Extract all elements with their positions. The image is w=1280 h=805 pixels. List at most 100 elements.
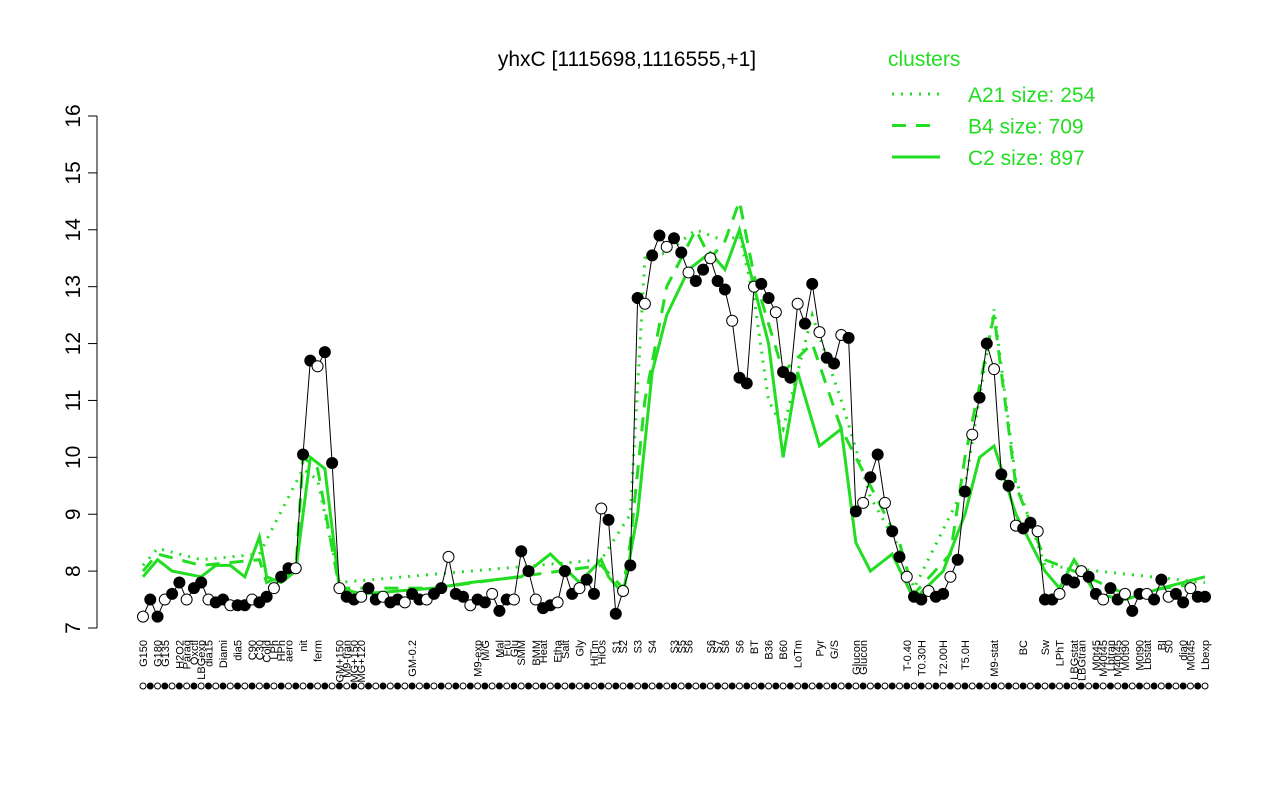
sample-marker bbox=[1186, 682, 1194, 690]
cluster-line bbox=[141, 195, 1206, 597]
sample-marker bbox=[343, 682, 351, 690]
sample-marker bbox=[1150, 682, 1158, 690]
sample-marker bbox=[932, 682, 940, 690]
data-point bbox=[849, 505, 862, 518]
data-point bbox=[362, 582, 375, 595]
sample-marker bbox=[401, 682, 409, 690]
data-point bbox=[966, 428, 979, 441]
sample-marker bbox=[619, 682, 627, 690]
x-tick-label: G150 bbox=[138, 640, 150, 667]
data-point bbox=[602, 513, 615, 526]
x-tick-label: S6 bbox=[684, 640, 696, 653]
data-point bbox=[1177, 596, 1190, 609]
data-point bbox=[857, 496, 870, 509]
sample-marker bbox=[197, 682, 205, 690]
x-tick-label: M0t45 bbox=[1091, 640, 1103, 671]
sample-marker bbox=[845, 682, 853, 690]
sample-marker bbox=[539, 682, 547, 690]
sample-marker bbox=[968, 682, 976, 690]
sample-marker bbox=[350, 682, 358, 690]
x-tick-label: M0t90 bbox=[1135, 640, 1147, 671]
sample-marker bbox=[641, 682, 649, 690]
sample-marker bbox=[1172, 682, 1180, 690]
x-tick-label: BT bbox=[749, 640, 761, 654]
sample-marker bbox=[1128, 682, 1136, 690]
data-point bbox=[311, 360, 324, 373]
sample-marker bbox=[372, 682, 380, 690]
x-tick-label: nit bbox=[298, 640, 310, 652]
data-point bbox=[515, 545, 528, 558]
x-tick-label: GM+150 bbox=[334, 640, 346, 683]
sample-marker bbox=[1070, 682, 1078, 690]
legend-label: B4 size: 709 bbox=[968, 116, 1084, 139]
x-tick-label: SMM bbox=[516, 640, 528, 666]
data-point bbox=[355, 590, 368, 603]
x-tick-label: M0t45 bbox=[1185, 640, 1197, 671]
data-point bbox=[297, 448, 310, 461]
data-point bbox=[828, 357, 841, 370]
sample-marker bbox=[503, 682, 511, 690]
x-tick-label: HPh bbox=[276, 640, 288, 661]
data-point bbox=[798, 317, 811, 330]
data-point bbox=[1068, 576, 1081, 589]
data-point bbox=[937, 587, 950, 600]
data-point bbox=[1148, 593, 1161, 606]
x-tick-label: BI bbox=[1156, 640, 1168, 650]
sample-marker bbox=[801, 682, 809, 690]
data-point bbox=[660, 240, 673, 253]
sample-marker bbox=[1012, 682, 1020, 690]
data-point bbox=[529, 593, 542, 606]
data-point bbox=[1169, 587, 1182, 600]
sample-marker bbox=[466, 682, 474, 690]
sample-marker bbox=[1005, 682, 1013, 690]
sample-marker bbox=[335, 682, 343, 690]
sample-marker bbox=[757, 682, 765, 690]
sample-marker bbox=[1165, 682, 1173, 690]
x-tick-label: Gly bbox=[574, 640, 586, 657]
sample-marker bbox=[903, 682, 911, 690]
sample-marker bbox=[895, 682, 903, 690]
data-point bbox=[951, 553, 964, 566]
sample-marker bbox=[1026, 682, 1034, 690]
data-point bbox=[398, 596, 411, 609]
sample-marker bbox=[1085, 682, 1093, 690]
x-tick-label: Salt bbox=[560, 640, 572, 659]
sample-marker bbox=[976, 682, 984, 690]
data-point bbox=[871, 448, 884, 461]
x-tick-label: S7 bbox=[713, 640, 725, 653]
x-tick-label: Lbexp bbox=[1200, 640, 1212, 670]
data-point bbox=[1082, 570, 1095, 583]
sample-marker bbox=[481, 682, 489, 690]
y-tick-label: 13 bbox=[62, 275, 85, 298]
x-tick-label: Lbtran bbox=[1105, 640, 1117, 671]
data-point bbox=[617, 585, 630, 598]
sample-marker bbox=[735, 682, 743, 690]
data-point bbox=[318, 346, 331, 359]
data-point bbox=[988, 363, 1001, 376]
sample-marker bbox=[1106, 682, 1114, 690]
x-tick-label: LPh bbox=[269, 640, 281, 660]
x-tick-label: ferm bbox=[313, 640, 325, 662]
sample-marker bbox=[677, 682, 685, 690]
x-tick-label: G180 bbox=[153, 640, 165, 667]
sample-marker bbox=[306, 682, 314, 690]
x-tick-label: S6 bbox=[705, 640, 717, 653]
sample-marker bbox=[1099, 682, 1107, 690]
data-point bbox=[1155, 573, 1168, 586]
data-point bbox=[275, 570, 288, 583]
sample-marker bbox=[139, 682, 147, 690]
data-point bbox=[267, 582, 280, 595]
y-tick-label: 8 bbox=[62, 565, 85, 577]
data-point bbox=[166, 587, 179, 600]
sample-marker bbox=[1194, 682, 1202, 690]
x-tick-label: dia5 bbox=[233, 640, 245, 661]
x-tick-label: S0 bbox=[1164, 640, 1176, 653]
sample-marker bbox=[830, 682, 838, 690]
data-point bbox=[973, 391, 986, 404]
x-tick-label: S3 bbox=[633, 640, 645, 653]
sample-marker bbox=[161, 682, 169, 690]
sample-marker bbox=[685, 682, 693, 690]
data-point bbox=[762, 292, 775, 305]
sample-marker bbox=[510, 682, 518, 690]
